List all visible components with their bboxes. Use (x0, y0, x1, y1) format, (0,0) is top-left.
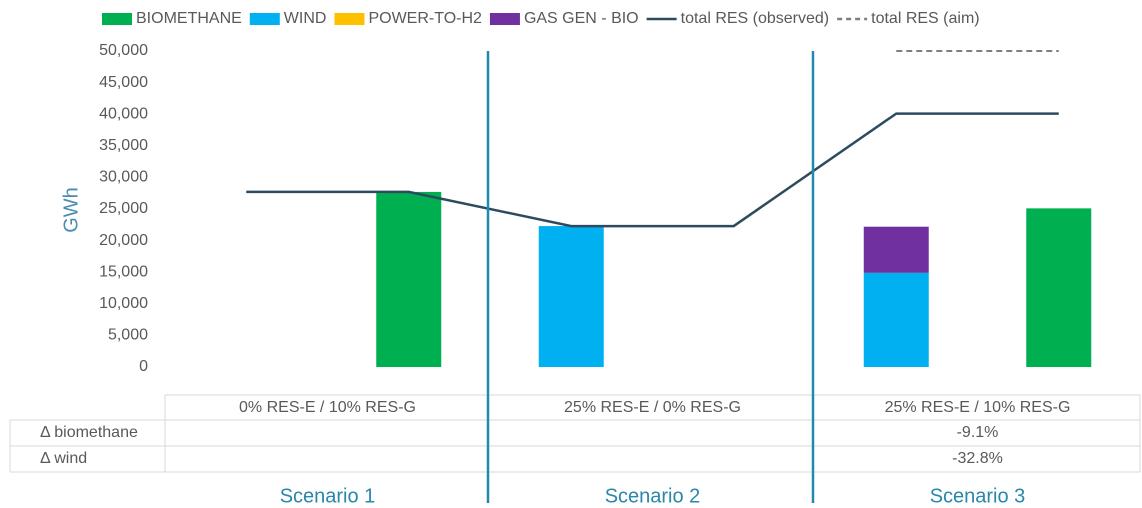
legend-label: POWER-TO-H2 (368, 10, 482, 27)
legend-label: total RES (aim) (871, 10, 979, 27)
y-tick-label: 45,000 (99, 74, 148, 91)
legend-label: WIND (284, 10, 327, 27)
y-tick-label: 10,000 (99, 295, 148, 312)
bar (863, 226, 929, 273)
legend-label: GAS GEN - BIO (524, 10, 639, 27)
legend-label: BIOMETHANE (136, 10, 242, 27)
table-cell: -32.8% (952, 450, 1003, 467)
bar (538, 226, 604, 367)
y-axis-label: GWh (60, 187, 82, 233)
y-tick-label: 20,000 (99, 232, 148, 249)
scenario-label: Scenario 2 (605, 485, 701, 507)
y-tick-label: 25,000 (99, 200, 148, 217)
y-tick-label: 35,000 (99, 137, 148, 154)
scenario-label: Scenario 1 (280, 485, 376, 507)
y-tick-label: 50,000 (99, 42, 148, 59)
legend-swatch (334, 13, 365, 25)
y-tick-label: 15,000 (99, 263, 148, 280)
legend-swatch (102, 13, 132, 25)
bar (1026, 208, 1092, 367)
bar (863, 272, 929, 367)
line (246, 112, 1059, 228)
y-tick-label: 30,000 (99, 169, 148, 186)
group-label: 25% RES-E / 10% RES-G (885, 399, 1071, 416)
scenario-label: Scenario 3 (930, 485, 1026, 507)
bar (376, 191, 442, 367)
y-tick-label: 5,000 (108, 327, 148, 344)
y-tick-label: 40,000 (99, 105, 148, 122)
row-label: Δ biomethane (40, 424, 138, 441)
legend-swatch (489, 13, 520, 25)
group-label: 25% RES-E / 0% RES-G (564, 399, 741, 416)
y-tick-label: 0 (139, 358, 148, 375)
legend-label: total RES (observed) (681, 10, 830, 27)
group-label: 0% RES-E / 10% RES-G (239, 399, 416, 416)
table-cell: -9.1% (957, 424, 999, 441)
row-label: Δ wind (40, 450, 87, 467)
legend-swatch (249, 13, 280, 25)
